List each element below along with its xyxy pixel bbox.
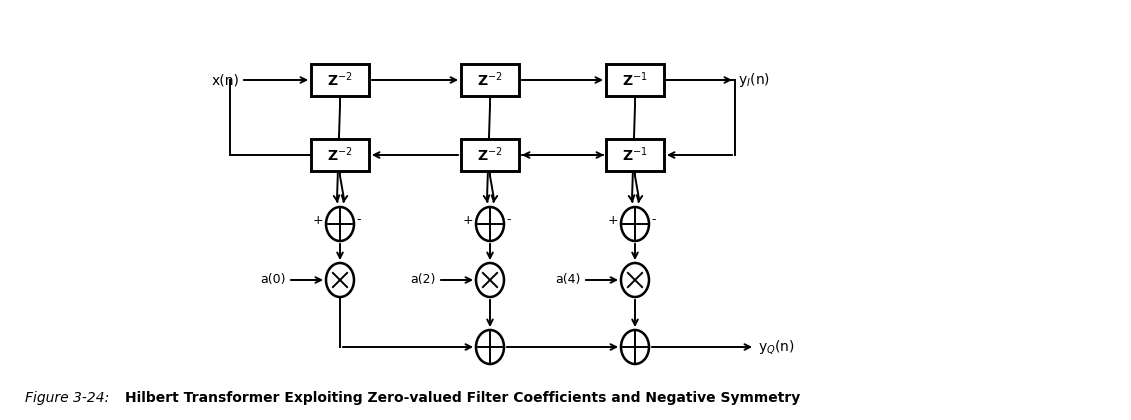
Text: +: + xyxy=(463,213,473,226)
Text: -: - xyxy=(356,213,361,226)
Bar xyxy=(606,64,664,96)
Ellipse shape xyxy=(476,207,504,241)
Text: a(0): a(0) xyxy=(260,273,286,286)
Ellipse shape xyxy=(476,263,504,297)
Text: Z$^{-2}$: Z$^{-2}$ xyxy=(327,71,353,89)
Text: -: - xyxy=(506,213,510,226)
Text: Z$^{-2}$: Z$^{-2}$ xyxy=(477,146,503,164)
Text: Z$^{-1}$: Z$^{-1}$ xyxy=(622,71,648,89)
Text: Z$^{-2}$: Z$^{-2}$ xyxy=(327,146,353,164)
Ellipse shape xyxy=(621,207,649,241)
Ellipse shape xyxy=(326,207,354,241)
Ellipse shape xyxy=(326,263,354,297)
Bar xyxy=(606,139,664,171)
Bar xyxy=(461,139,519,171)
Bar xyxy=(311,64,369,96)
Text: +: + xyxy=(312,213,323,226)
Ellipse shape xyxy=(621,330,649,364)
Text: y$_I$(n): y$_I$(n) xyxy=(739,71,770,89)
Bar xyxy=(461,64,519,96)
Text: Z$^{-2}$: Z$^{-2}$ xyxy=(477,71,503,89)
Text: -: - xyxy=(651,213,656,226)
Bar xyxy=(311,139,369,171)
Text: +: + xyxy=(607,213,618,226)
Text: Hilbert Transformer Exploiting Zero-valued Filter Coefficients and Negative Symm: Hilbert Transformer Exploiting Zero-valu… xyxy=(126,391,801,405)
Text: Figure 3-24:: Figure 3-24: xyxy=(25,391,110,405)
Ellipse shape xyxy=(621,263,649,297)
Text: x(n): x(n) xyxy=(211,73,239,87)
Text: a(4): a(4) xyxy=(555,273,581,286)
Ellipse shape xyxy=(476,330,504,364)
Text: Z$^{-1}$: Z$^{-1}$ xyxy=(622,146,648,164)
Text: a(2): a(2) xyxy=(411,273,435,286)
Text: y$_Q$(n): y$_Q$(n) xyxy=(758,338,795,356)
